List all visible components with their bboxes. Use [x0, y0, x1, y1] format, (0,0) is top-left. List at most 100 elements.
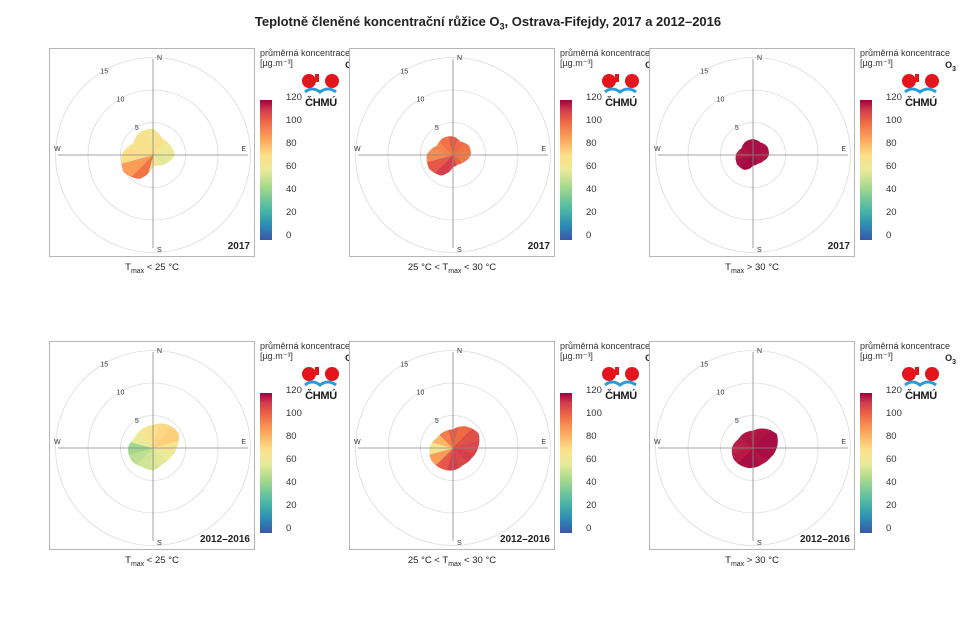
ring-label: 5: [735, 125, 739, 132]
rose-sector: [752, 446, 767, 467]
rose-sector: [740, 154, 754, 170]
color-legend: průměrná koncentrace[µg.m⁻³]O3ČHMÚ120100…: [560, 48, 656, 248]
ring-label: 5: [135, 418, 139, 425]
colorbar: [260, 393, 272, 533]
legend-title: průměrná koncentrace: [560, 341, 651, 351]
wind-speed-ring: [55, 350, 251, 546]
rose-sector: [130, 153, 154, 179]
colorbar-tick-label: 100: [586, 408, 602, 419]
chmu-logo-mark: [902, 367, 939, 387]
colorbar-tick-label: 0: [886, 523, 892, 534]
colorbar-tick-label: 40: [286, 184, 297, 195]
colorbar-tick-label: 20: [886, 500, 897, 511]
period-label: 2017: [827, 241, 850, 252]
colorbar-tick-label: 120: [886, 385, 902, 396]
rose-sector: [151, 427, 180, 449]
compass-w-label: W: [54, 439, 61, 446]
logo-wordmark: ČHMÚ: [605, 97, 637, 109]
colorbar-tick-label: 0: [286, 230, 292, 241]
rose-sector: [429, 447, 455, 466]
chmu-logo: ČHMÚ: [900, 363, 942, 403]
rose-sector: [128, 447, 155, 465]
rose-sector: [130, 432, 155, 449]
ring-label: 10: [117, 97, 125, 104]
rose-sector: [452, 153, 462, 167]
colorbar-tick-label: 120: [586, 92, 602, 103]
rose-sector: [751, 447, 775, 462]
rose-sector: [451, 447, 476, 463]
colorbar-tick-label: 100: [586, 115, 602, 126]
compass-e-label: E: [241, 146, 246, 153]
legend-title: průměrná koncentrace: [860, 341, 951, 351]
rose-sector: [752, 428, 772, 450]
ring-label: 15: [400, 69, 408, 76]
compass-e-label: E: [841, 146, 846, 153]
pollution-rose-panel: N S E W 5 10 15 2012–2016: [649, 341, 855, 550]
compass-w-label: W: [654, 439, 661, 446]
legend-title: průměrná koncentrace: [260, 48, 351, 58]
pollution-rose-plot: N S E W 5 10 15: [654, 55, 851, 254]
wind-speed-ring: [55, 57, 251, 253]
rose-sector: [152, 133, 167, 157]
compass-w-label: W: [54, 146, 61, 153]
colorbar-tick-label: 0: [286, 523, 292, 534]
ring-label: 5: [135, 125, 139, 132]
colorbar-tick-label: 120: [586, 385, 602, 396]
chart-title: Teplotně členěné koncentrační růžice O3,…: [254, 14, 722, 32]
chmu-logo-mark: [902, 74, 939, 94]
rose-sector: [751, 430, 778, 449]
rose-sector: [439, 430, 454, 450]
colorbar-tick-label: 60: [886, 161, 897, 172]
temperature-condition-caption: 25 °C < Tmax < 30 °C: [407, 555, 497, 568]
compass-e-label: E: [241, 439, 246, 446]
rose-sector: [731, 447, 755, 464]
compass-n-label: N: [157, 348, 162, 355]
rose-sector: [451, 428, 480, 449]
colorbar-tick-label: 60: [886, 454, 897, 465]
chmu-logo: ČHMÚ: [300, 363, 342, 403]
chmu-logo-mark: [302, 74, 339, 94]
colorbar-tick-label: 80: [886, 138, 897, 149]
logo-wordmark: ČHMÚ: [305, 390, 337, 402]
chmu-logo: ČHMÚ: [600, 363, 642, 403]
rose-sector: [152, 446, 167, 469]
legend-title: průměrná koncentrace: [560, 48, 651, 58]
color-legend: průměrná koncentrace[µg.m⁻³]O3ČHMÚ120100…: [560, 341, 656, 541]
rose-sector: [752, 140, 765, 157]
ring-label: 10: [417, 390, 425, 397]
colorbar: [560, 393, 572, 533]
color-legend: průměrná koncentrace[µg.m⁻³]O3ČHMÚ120100…: [260, 48, 356, 248]
ring-label: 10: [717, 390, 725, 397]
colorbar: [860, 393, 872, 533]
compass-w-label: W: [354, 146, 361, 153]
rose-sector: [152, 423, 174, 450]
wind-speed-ring: [655, 57, 851, 253]
ring-label: 15: [100, 69, 108, 76]
legend-unit: [µg.m⁻³]: [560, 58, 593, 68]
colorbar-tick-label: 100: [886, 115, 902, 126]
rose-sector: [439, 136, 454, 157]
colorbar-tick-label: 20: [286, 500, 297, 511]
pollution-rose-panel: N S E W 5 10 15 2017: [649, 48, 855, 257]
colorbar-tick-label: 20: [286, 207, 297, 218]
chmu-logo-mark: [602, 74, 639, 94]
rose-sector: [126, 137, 155, 156]
colorbar-tick-label: 120: [286, 385, 302, 396]
colorbar-tick-label: 60: [286, 161, 297, 172]
period-label: 2012–2016: [799, 534, 850, 545]
logo-wordmark: ČHMÚ: [605, 390, 637, 402]
ring-label: 5: [435, 418, 439, 425]
logo-wordmark: ČHMÚ: [905, 390, 937, 402]
rose-sector: [426, 154, 455, 174]
compass-e-label: E: [841, 439, 846, 446]
colorbar-tick-label: 20: [886, 207, 897, 218]
temperature-condition-caption: Tmax < 25 °C: [125, 262, 179, 275]
rose-sector: [742, 139, 754, 157]
colorbar-tick-label: 100: [286, 408, 302, 419]
colorbar-tick-label: 80: [586, 138, 597, 149]
pollution-rose-plot: N S E W 5 10 15: [54, 348, 251, 547]
ring-label: 15: [700, 69, 708, 76]
temperature-condition-caption: 25 °C < Tmax < 30 °C: [407, 262, 497, 275]
chmu-logo: ČHMÚ: [600, 70, 642, 110]
